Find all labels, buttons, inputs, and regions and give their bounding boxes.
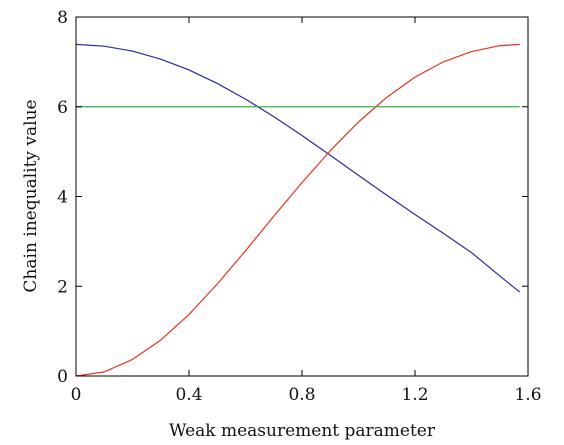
y-tick-label: 6 (57, 98, 68, 118)
series-line-1 (75, 43, 520, 377)
series-line-0 (75, 43, 521, 293)
series-layer (75, 43, 521, 377)
y-tick-label: 0 (57, 367, 68, 387)
x-axis-title: Weak measurement parameter (169, 421, 436, 441)
x-tick-label: 0.8 (288, 385, 315, 405)
y-tick-label: 8 (57, 8, 68, 28)
y-axis-title: Chain inequality value (21, 99, 41, 292)
y-tick-label: 2 (57, 277, 68, 297)
y-tick-label: 4 (57, 188, 68, 208)
tick-layer: 0 0.4 0.8 1.2 1.6 0 2 4 6 8 (57, 8, 541, 405)
x-tick-label: 0 (71, 385, 82, 405)
x-tick-label: 1.2 (401, 385, 428, 405)
x-tick-label: 1.6 (514, 385, 541, 405)
plot-frame (75, 16, 529, 377)
x-tick-label: 0.4 (175, 385, 202, 405)
